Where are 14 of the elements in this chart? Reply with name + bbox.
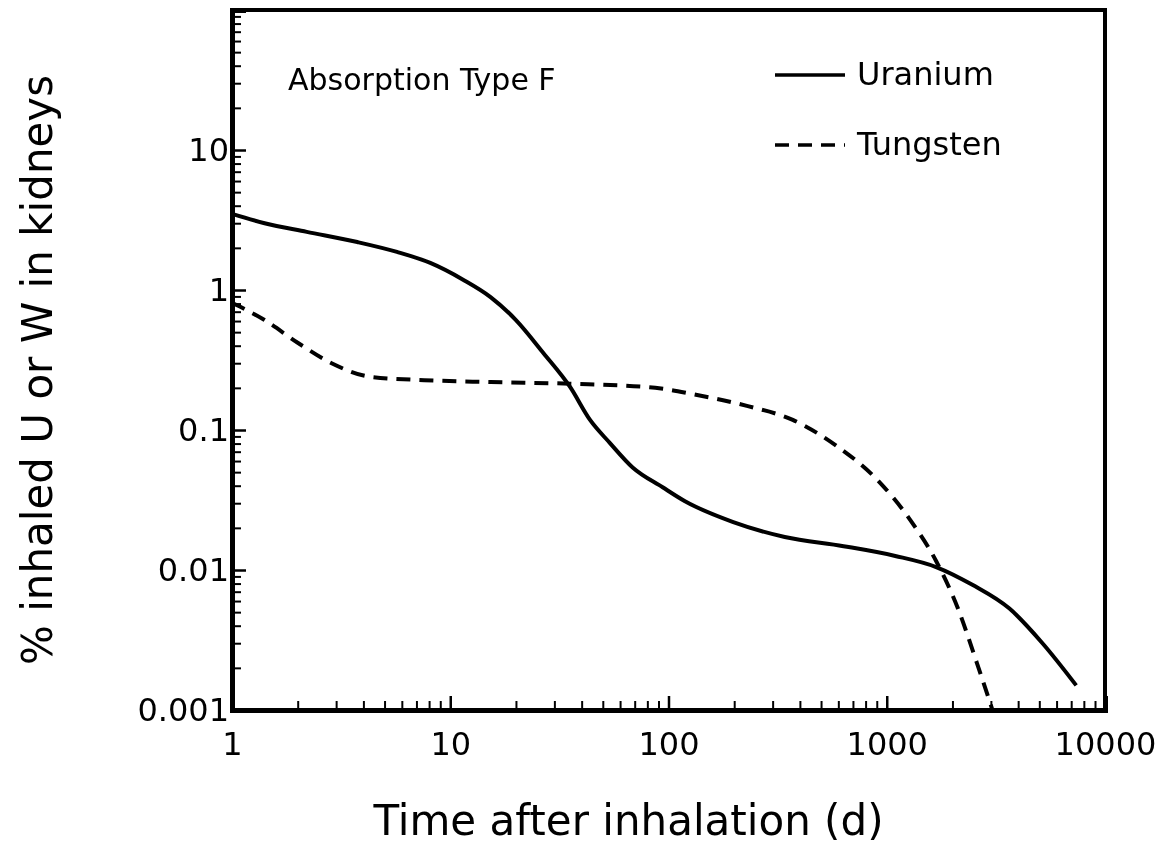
y-tick-label: 10 <box>188 130 229 169</box>
y-axis-title: % inhaled U or W in kidneys <box>13 74 62 666</box>
y-tick-label: 1 <box>208 270 229 309</box>
x-tick-label: 10000 <box>1054 724 1157 763</box>
legend-label: Tungsten <box>856 125 1002 163</box>
x-tick-label: 10 <box>430 724 472 763</box>
legend-label: Uranium <box>857 55 994 93</box>
annotation: Absorption Type F <box>288 62 556 97</box>
x-tick-label: 100 <box>638 724 700 763</box>
y-tick-label: 0.001 <box>137 690 229 729</box>
x-tick-label: 1000 <box>846 724 928 763</box>
x-axis-title: Time after inhalation (d) <box>372 796 884 845</box>
y-tick-label: 0.1 <box>178 410 229 449</box>
y-tick-label: 0.01 <box>157 550 229 589</box>
